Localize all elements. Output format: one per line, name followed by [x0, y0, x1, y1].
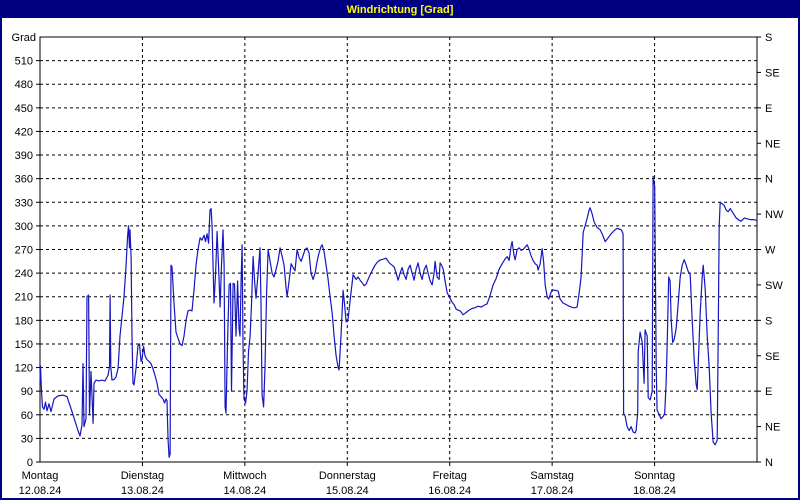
y-axis-tick-label: 480: [15, 79, 33, 91]
day-date-label: 14.08.24: [223, 485, 266, 497]
y-axis-tick-label: 240: [15, 268, 33, 280]
day-date-label: 17.08.24: [531, 485, 574, 497]
day-date-label: 18.08.24: [633, 485, 676, 497]
plot-frame: [39, 36, 758, 463]
compass-label: SW: [765, 280, 783, 292]
y-axis-tick-label: 90: [21, 386, 33, 398]
compass-label: E: [765, 386, 772, 398]
y-axis-tick-label: 150: [15, 339, 33, 351]
compass-label: W: [765, 245, 776, 257]
y-axis-tick-label: 270: [15, 245, 33, 257]
day-date-label: 13.08.24: [121, 485, 164, 497]
y-axis-tick-label: 420: [15, 126, 33, 138]
title-bar: [0, 0, 800, 18]
y-axis-tick-label: 180: [15, 315, 33, 327]
day-name-label: Mittwoch: [223, 470, 266, 482]
y-axis-tick-label: 330: [15, 197, 33, 209]
compass-label: S: [765, 315, 772, 327]
day-name-label: Montag: [22, 470, 59, 482]
day-date-label: 12.08.24: [19, 485, 62, 497]
compass-label: N: [765, 174, 773, 186]
day-name-label: Freitag: [433, 470, 467, 482]
compass-label: N: [765, 457, 773, 469]
day-name-label: Sonntag: [634, 470, 675, 482]
y-axis-tick-label: 300: [15, 221, 33, 233]
compass-label: NE: [765, 422, 780, 434]
y-axis-tick-label: 450: [15, 103, 33, 115]
y-axis-tick-label: 360: [15, 174, 33, 186]
day-date-label: 16.08.24: [428, 485, 471, 497]
day-date-label: 15.08.24: [326, 485, 369, 497]
compass-label: E: [765, 103, 772, 115]
y-axis-tick-label: 210: [15, 292, 33, 304]
compass-label: SE: [765, 67, 780, 79]
compass-label: S: [765, 32, 772, 44]
y-axis-tick-label: 0: [27, 457, 33, 469]
y-axis-tick-label: 60: [21, 410, 33, 422]
y-axis-tick-label: 510: [15, 56, 33, 68]
day-name-label: Samstag: [530, 470, 573, 482]
day-name-label: Donnerstag: [319, 470, 376, 482]
series-line: [39, 175, 758, 458]
y-axis-tick-label: 390: [15, 150, 33, 162]
window-title: Windrichtung [Grad]: [347, 4, 454, 16]
compass-label: NW: [765, 209, 784, 221]
y-axis-unit-label: Grad: [12, 32, 36, 44]
y-axis-tick-label: 30: [21, 433, 33, 445]
y-axis-tick-label: 120: [15, 363, 33, 375]
compass-label: NE: [765, 138, 780, 150]
day-name-label: Dienstag: [121, 470, 164, 482]
compass-label: SE: [765, 351, 780, 363]
